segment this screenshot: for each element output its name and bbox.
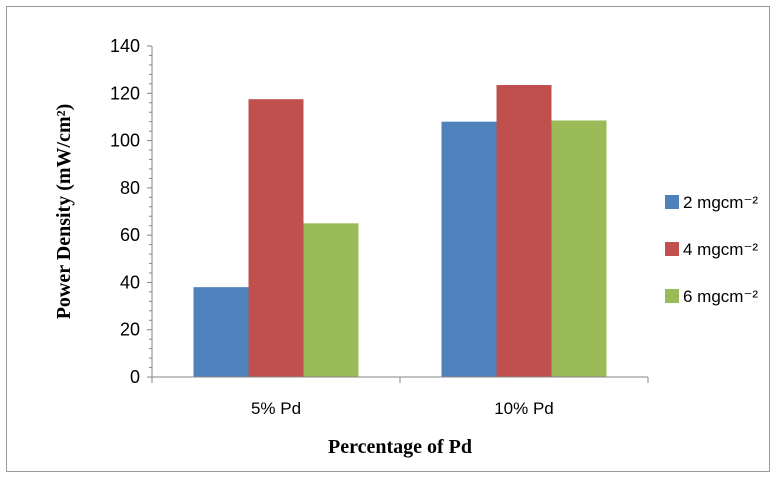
y-ticks-group: 0 20 40 60 80 100 120 140 — [110, 36, 152, 387]
bars-group — [193, 85, 607, 378]
bar — [551, 120, 607, 377]
legend-swatch — [665, 242, 679, 256]
legend-swatch — [665, 289, 679, 303]
legend-label: 2 mgcm⁻² — [683, 193, 758, 212]
y-tick-label: 20 — [120, 320, 140, 340]
legend: 2 mgcm⁻² 4 mgcm⁻² 6 mgcm⁻² — [665, 193, 758, 306]
bar — [496, 85, 552, 377]
legend-swatch — [665, 195, 679, 209]
bar — [441, 121, 497, 378]
y-tick-label: 0 — [130, 367, 140, 387]
legend-label: 4 mgcm⁻² — [683, 240, 758, 259]
x-tick-label: 10% Pd — [494, 399, 554, 418]
y-axis-title: Power Density (mW/cm²) — [53, 104, 75, 320]
y-tick-label: 140 — [110, 36, 140, 56]
x-tick-label: 5% Pd — [251, 399, 301, 418]
x-ticks-group: 5% Pd 10% Pd — [151, 377, 649, 418]
bar — [193, 287, 249, 377]
y-tick-label: 40 — [120, 272, 140, 292]
bar — [248, 99, 304, 378]
legend-label: 6 mgcm⁻² — [683, 287, 758, 306]
chart-frame — [6, 6, 770, 472]
y-tick-label: 80 — [120, 178, 140, 198]
y-tick-label: 60 — [120, 225, 140, 245]
y-tick-label: 120 — [110, 83, 140, 103]
bar — [303, 223, 359, 377]
x-axis-title: Percentage of Pd — [328, 436, 472, 458]
y-tick-label: 100 — [110, 131, 140, 151]
